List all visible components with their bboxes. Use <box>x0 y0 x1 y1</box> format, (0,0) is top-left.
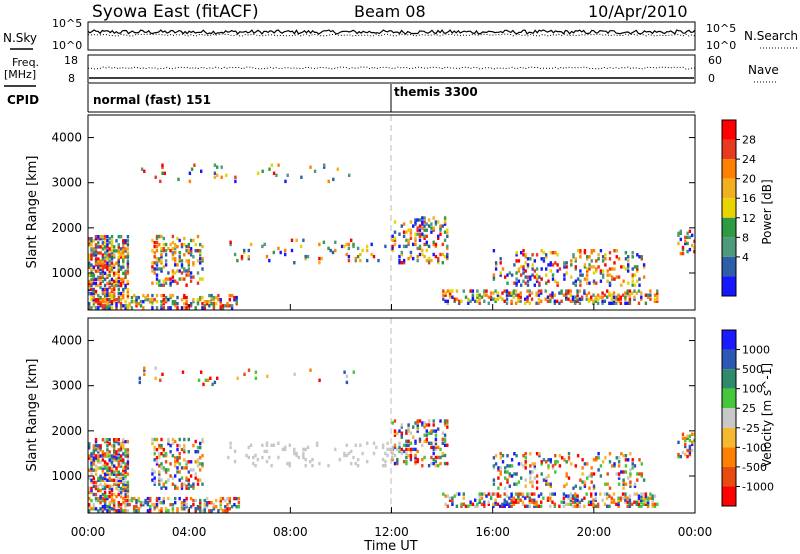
colorbar-swatch <box>722 120 736 140</box>
date-label: 10/Apr/2010 <box>588 2 688 21</box>
y-tick-label: 2000 <box>51 424 82 438</box>
nsearch-trace <box>87 33 696 37</box>
x-tick-label: 08:00 <box>273 525 308 539</box>
nave-trace <box>88 66 696 70</box>
colorbar-tick-label: 100 <box>742 383 763 396</box>
colorbar-tick-label: 12 <box>742 212 756 225</box>
colorbar-swatch <box>722 159 736 179</box>
colorbar-tick-label: 24 <box>742 153 756 166</box>
velocity-data-cells <box>88 366 696 513</box>
beam-label: Beam 08 <box>354 2 426 21</box>
x-tick-label: 04:00 <box>172 525 207 539</box>
colorbar-tick-label: -1000 <box>742 480 774 493</box>
colorbar-swatch <box>722 198 736 218</box>
x-tick-label: 16:00 <box>475 525 510 539</box>
y-tick-label: 3000 <box>51 176 82 190</box>
x-tick-label: 12:00 <box>374 525 409 539</box>
colorbar-tick-label: 16 <box>742 192 756 205</box>
y-tick-label: 1000 <box>51 469 82 483</box>
velocity-colorbar: 1000 500 100 25 -25 -100 -500 -1000 <box>721 329 774 507</box>
nsearch-tick-bottom: 10^0 <box>706 39 736 52</box>
nave-tick-bottom: 0 <box>708 72 715 85</box>
nave-tick-top: 60 <box>708 54 722 67</box>
power-ylabel: Slant Range [km] <box>25 156 40 269</box>
colorbar-swatch <box>722 447 736 467</box>
nsky-tick-top: 10^5 <box>52 17 82 30</box>
colorbar-tick-label: 4 <box>742 251 749 264</box>
colorbar-swatch <box>722 330 736 350</box>
colorbar-tick-label: 20 <box>742 173 756 186</box>
y-tick-label: 1000 <box>51 266 82 280</box>
nsky-label: N.Sky <box>3 31 37 45</box>
colorbar-swatch <box>722 369 736 389</box>
y-tick-label: 3000 <box>51 379 82 393</box>
velocity-panel: 1000 2000 3000 4000 00:00 04:00 08:00 12:00 16:… <box>25 304 712 554</box>
y-tick-label: 2000 <box>51 221 82 235</box>
colorbar-tick-label: -25 <box>742 422 760 435</box>
cpid-mode-1: normal (fast) 151 <box>93 93 211 107</box>
y-tick-label: 4000 <box>51 131 82 145</box>
nsky-trace <box>87 29 696 35</box>
colorbar-swatch <box>722 237 736 257</box>
y-tick-label: 4000 <box>51 334 82 348</box>
colorbar-swatch <box>722 486 736 506</box>
freq-panel <box>87 54 696 84</box>
x-axis-label: Time UT <box>363 539 417 554</box>
nsearch-tick-top: 10^5 <box>706 22 736 35</box>
nsearch-label: N.Search <box>744 29 798 43</box>
velocity-colorbar-label: Velocity [m s^-1] <box>760 363 774 467</box>
velocity-ylabel: Slant Range [km] <box>25 359 40 472</box>
freq-tick-top: 18 <box>64 54 78 67</box>
nsky-panel <box>87 21 696 51</box>
plot-title: Syowa East (fitACF) <box>92 2 259 22</box>
colorbar-swatch <box>722 256 736 277</box>
colorbar-tick-label: 8 <box>742 231 749 244</box>
x-tick-label: 20:00 <box>577 525 612 539</box>
colorbar-swatch <box>722 178 736 199</box>
colorbar-tick-label: 1000 <box>742 344 770 357</box>
x-tick-label: 00:00 <box>678 525 713 539</box>
power-colorbar-label: Power [dB] <box>760 179 774 244</box>
colorbar-swatch <box>722 466 736 487</box>
colorbar-tick-label: -500 <box>742 461 767 474</box>
colorbar-swatch <box>722 388 736 409</box>
colorbar-tick-label: -100 <box>742 441 767 454</box>
freq-label-line2: [MHz] <box>4 68 36 81</box>
cpid-mode-2: themis 3300 <box>394 85 478 99</box>
colorbar-swatch <box>722 427 736 448</box>
freq-label-line1: Freq. <box>12 56 39 69</box>
colorbar-swatch <box>722 276 736 296</box>
colorbar-swatch <box>722 349 736 370</box>
cpid-label: CPID <box>7 93 39 107</box>
colorbar-swatch <box>722 139 736 160</box>
colorbar-swatch <box>722 408 736 428</box>
freq-tick-bottom: 8 <box>68 72 75 85</box>
power-panel: 1000 2000 3000 4000 Slant Range [km] <box>25 114 696 311</box>
colorbar-tick-label: 25 <box>742 402 756 415</box>
colorbar-tick-label: 500 <box>742 363 763 376</box>
x-tick-label: 00:00 <box>71 525 106 539</box>
nsky-tick-bottom: 10^0 <box>52 39 82 52</box>
colorbar-swatch <box>722 217 736 238</box>
colorbar-tick-label: 28 <box>742 134 756 147</box>
nave-label: Nave <box>748 63 779 77</box>
power-data-cells <box>88 163 696 310</box>
power-colorbar: 28 24 20 16 12 8 4 <box>721 119 756 297</box>
